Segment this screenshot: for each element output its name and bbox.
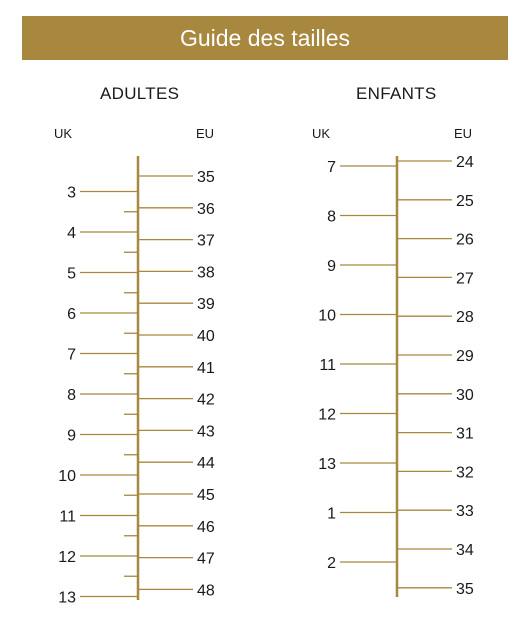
kids-eu-size: 33 xyxy=(456,503,474,520)
adults-uk-size: 7 xyxy=(67,347,76,364)
adults-uk-column-label: UK xyxy=(54,126,73,141)
kids-eu-size: 29 xyxy=(456,348,474,365)
kids-uk-size: 10 xyxy=(318,308,336,325)
adults-eu-size: 40 xyxy=(197,328,215,345)
adults-uk-size: 8 xyxy=(67,387,76,404)
kids-uk-size: 1 xyxy=(327,506,336,523)
adults-eu-column-label: EU xyxy=(196,126,215,141)
adults-eu-size: 43 xyxy=(197,423,215,440)
adults-uk-size: 12 xyxy=(58,549,76,566)
adults-eu-size: 45 xyxy=(197,487,215,504)
title-bar: Guide des tailles xyxy=(22,16,508,60)
adults-eu-size: 39 xyxy=(197,296,215,313)
kids-uk-size: 9 xyxy=(327,258,336,275)
adults-eu-size: 44 xyxy=(197,455,215,472)
adults-heading: ADULTES xyxy=(100,84,180,103)
page-title: Guide des tailles xyxy=(179,24,351,51)
kids-heading: ENFANTS xyxy=(356,84,437,103)
adults-uk-size: 3 xyxy=(67,185,76,202)
adults-uk-size: 5 xyxy=(67,266,76,283)
adults-eu-size: 48 xyxy=(197,582,215,599)
adults-uk-size: 10 xyxy=(58,468,76,485)
adults-eu-size: 37 xyxy=(197,233,215,250)
kids-eu-size: 32 xyxy=(456,464,474,481)
kids-eu-size: 28 xyxy=(456,309,474,326)
adults-eu-size: 42 xyxy=(197,392,215,409)
adults-eu-size: 46 xyxy=(197,519,215,536)
kids-uk-column-label: UK xyxy=(312,126,331,141)
kids-eu-size: 34 xyxy=(456,542,474,559)
kids-eu-size: 25 xyxy=(456,193,474,210)
adults-eu-size: 36 xyxy=(197,201,215,218)
kids-eu-column-label: EU xyxy=(454,126,473,141)
kids-uk-size: 11 xyxy=(319,357,336,374)
adults-eu-size: 47 xyxy=(197,551,215,568)
adults-uk-size: 4 xyxy=(67,225,76,242)
kids-uk-size: 8 xyxy=(327,209,336,226)
kids-eu-size: 31 xyxy=(456,426,474,443)
adults-eu-size: 38 xyxy=(197,264,215,281)
kids-uk-size: 13 xyxy=(318,456,336,473)
kids-eu-size: 30 xyxy=(456,387,474,404)
adults-uk-size: 13 xyxy=(58,590,76,607)
adults-uk-size: 9 xyxy=(67,428,76,445)
kids-eu-size: 24 xyxy=(456,154,474,171)
kids-eu-size: 26 xyxy=(456,232,474,249)
adults-uk-size: 11 xyxy=(59,509,76,526)
adults-uk-size: 6 xyxy=(67,306,76,323)
adults-eu-size: 41 xyxy=(197,360,215,377)
kids-eu-size: 27 xyxy=(456,270,474,287)
kids-uk-size: 2 xyxy=(327,555,336,572)
adults-eu-size: 35 xyxy=(197,169,215,186)
kids-uk-size: 7 xyxy=(327,159,336,176)
kids-uk-size: 12 xyxy=(318,407,336,424)
kids-eu-size: 35 xyxy=(456,581,474,598)
